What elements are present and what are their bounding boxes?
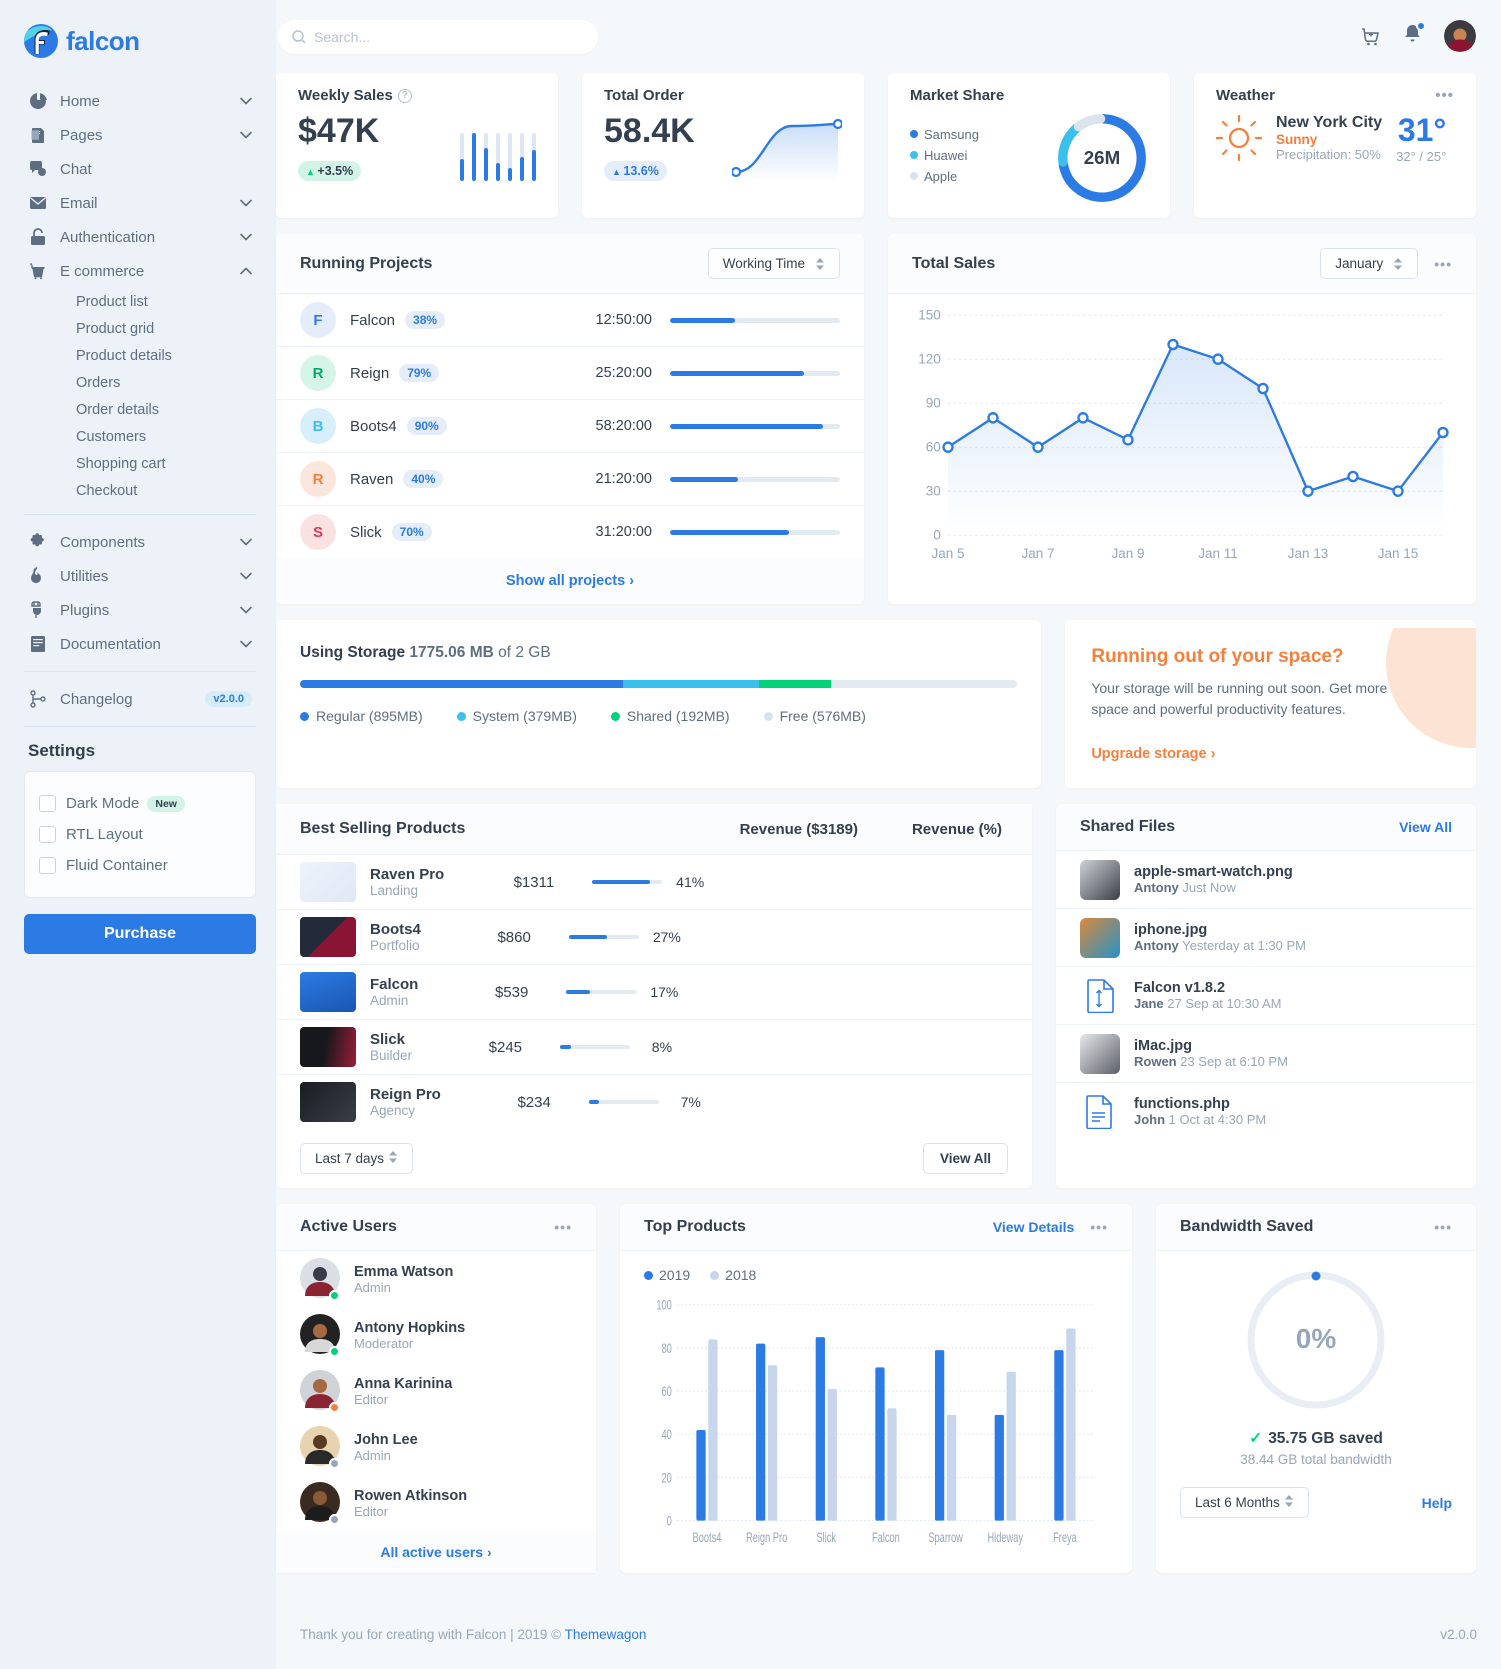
- svg-text:150: 150: [918, 308, 941, 323]
- svg-text:0%: 0%: [1296, 1323, 1337, 1354]
- svg-text:20: 20: [662, 1471, 673, 1486]
- svg-text:Sparrow: Sparrow: [928, 1530, 963, 1545]
- svg-text:Freya: Freya: [1053, 1530, 1077, 1545]
- svg-text:Slick: Slick: [816, 1530, 836, 1545]
- svg-text:0: 0: [933, 528, 941, 543]
- svg-text:Jan 5: Jan 5: [932, 546, 965, 561]
- svg-text:Hideway: Hideway: [987, 1530, 1023, 1545]
- svg-text:Falcon: Falcon: [872, 1530, 900, 1545]
- svg-text:90: 90: [926, 396, 941, 411]
- svg-text:Boots4: Boots4: [693, 1530, 722, 1545]
- svg-text:60: 60: [662, 1384, 673, 1399]
- svg-text:Reign Pro: Reign Pro: [746, 1530, 788, 1545]
- svg-text:30: 30: [926, 484, 941, 499]
- svg-text:100: 100: [656, 1298, 672, 1313]
- svg-text:Jan 11: Jan 11: [1198, 546, 1237, 561]
- svg-text:Jan 13: Jan 13: [1288, 546, 1328, 561]
- svg-text:120: 120: [918, 352, 941, 367]
- svg-text:60: 60: [926, 440, 941, 455]
- svg-text:Jan 7: Jan 7: [1022, 546, 1055, 561]
- svg-text:80: 80: [662, 1341, 673, 1356]
- svg-text:Jan 15: Jan 15: [1378, 546, 1418, 561]
- svg-text:40: 40: [662, 1427, 673, 1442]
- svg-text:Jan 9: Jan 9: [1112, 546, 1145, 561]
- svg-text:0: 0: [667, 1514, 673, 1529]
- svg-text:26M: 26M: [1084, 147, 1120, 168]
